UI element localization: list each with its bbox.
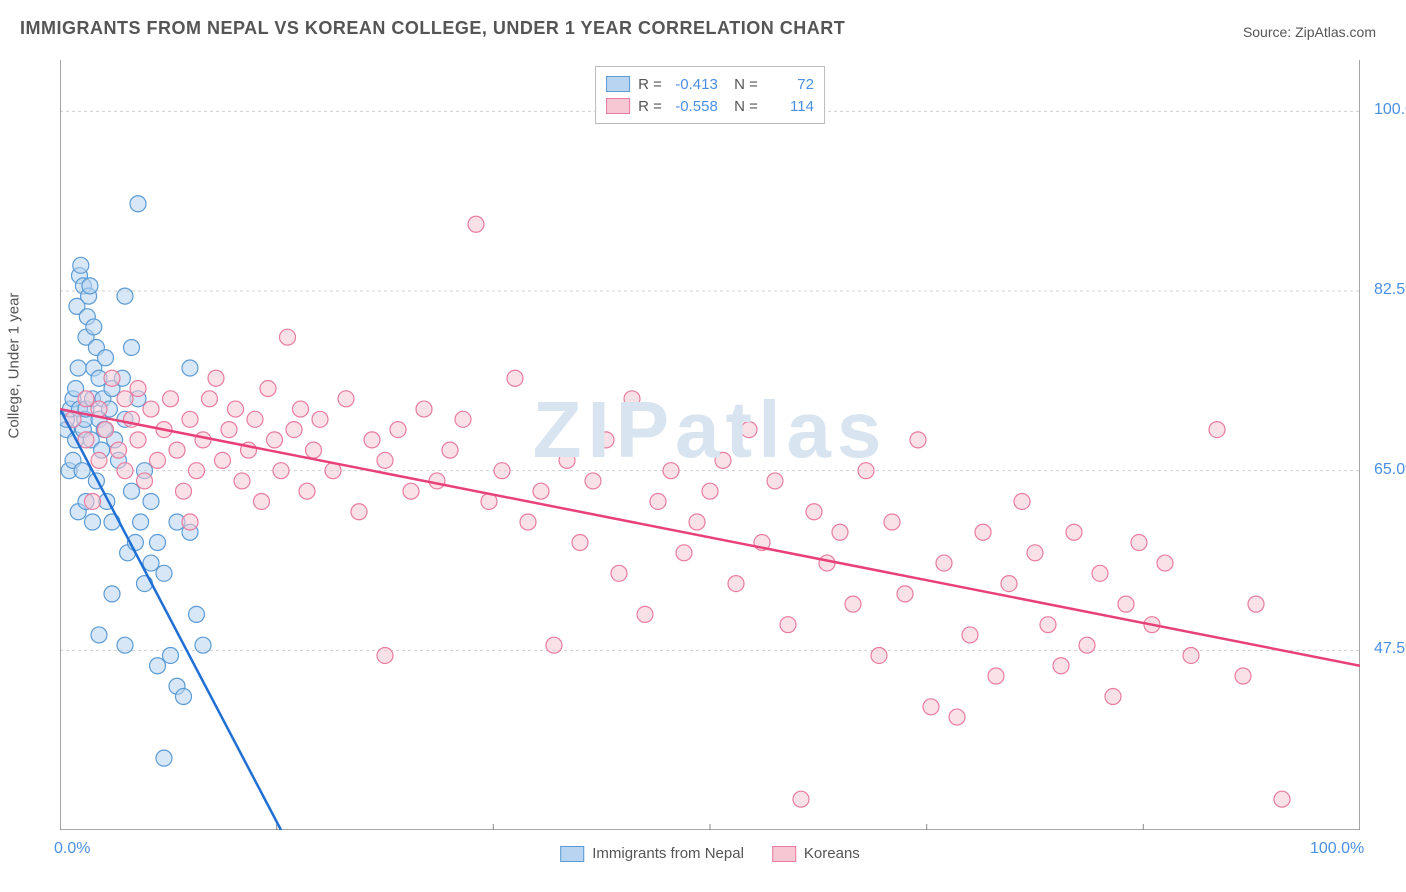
source-label: Source:: [1243, 24, 1295, 40]
legend-item: Koreans: [772, 845, 860, 862]
legend-row: R = -0.558 N = 114: [606, 95, 814, 117]
legend-swatch: [560, 846, 584, 862]
y-tick-label: 100.0%: [1374, 101, 1406, 119]
y-tick-label: 82.5%: [1374, 281, 1406, 299]
r-label: R =: [638, 76, 662, 93]
y-tick-label: 47.5%: [1374, 640, 1406, 658]
legend-label: Immigrants from Nepal: [592, 845, 744, 862]
y-axis-label: College, Under 1 year: [6, 293, 23, 439]
y-tick-label: 65.0%: [1374, 461, 1406, 479]
r-value: -0.558: [670, 98, 718, 115]
legend-swatch: [606, 98, 630, 114]
legend-item: Immigrants from Nepal: [560, 845, 744, 862]
series-legend: Immigrants from Nepal Koreans: [560, 845, 860, 862]
n-label: N =: [726, 98, 758, 115]
chart-title: IMMIGRANTS FROM NEPAL VS KOREAN COLLEGE,…: [20, 18, 845, 39]
r-label: R =: [638, 98, 662, 115]
legend-swatch: [772, 846, 796, 862]
n-value: 72: [766, 76, 814, 93]
scatter-chart: [60, 60, 1360, 830]
n-label: N =: [726, 76, 758, 93]
n-value: 114: [766, 98, 814, 115]
legend-swatch: [606, 76, 630, 92]
x-tick-label: 0.0%: [54, 840, 90, 858]
r-value: -0.413: [670, 76, 718, 93]
chart-plot-area: ZIPatlas R =-0.413 N =72R =-0.558 N =114…: [60, 60, 1360, 830]
x-tick-label: 100.0%: [1310, 840, 1364, 858]
source-attribution: Source: ZipAtlas.com: [1243, 24, 1376, 40]
correlation-legend: R = -0.413 N = 72 R = -0.558 N = 114: [595, 66, 825, 124]
legend-row: R = -0.413 N = 72: [606, 73, 814, 95]
legend-label: Koreans: [804, 845, 860, 862]
source-name: ZipAtlas.com: [1295, 24, 1376, 40]
